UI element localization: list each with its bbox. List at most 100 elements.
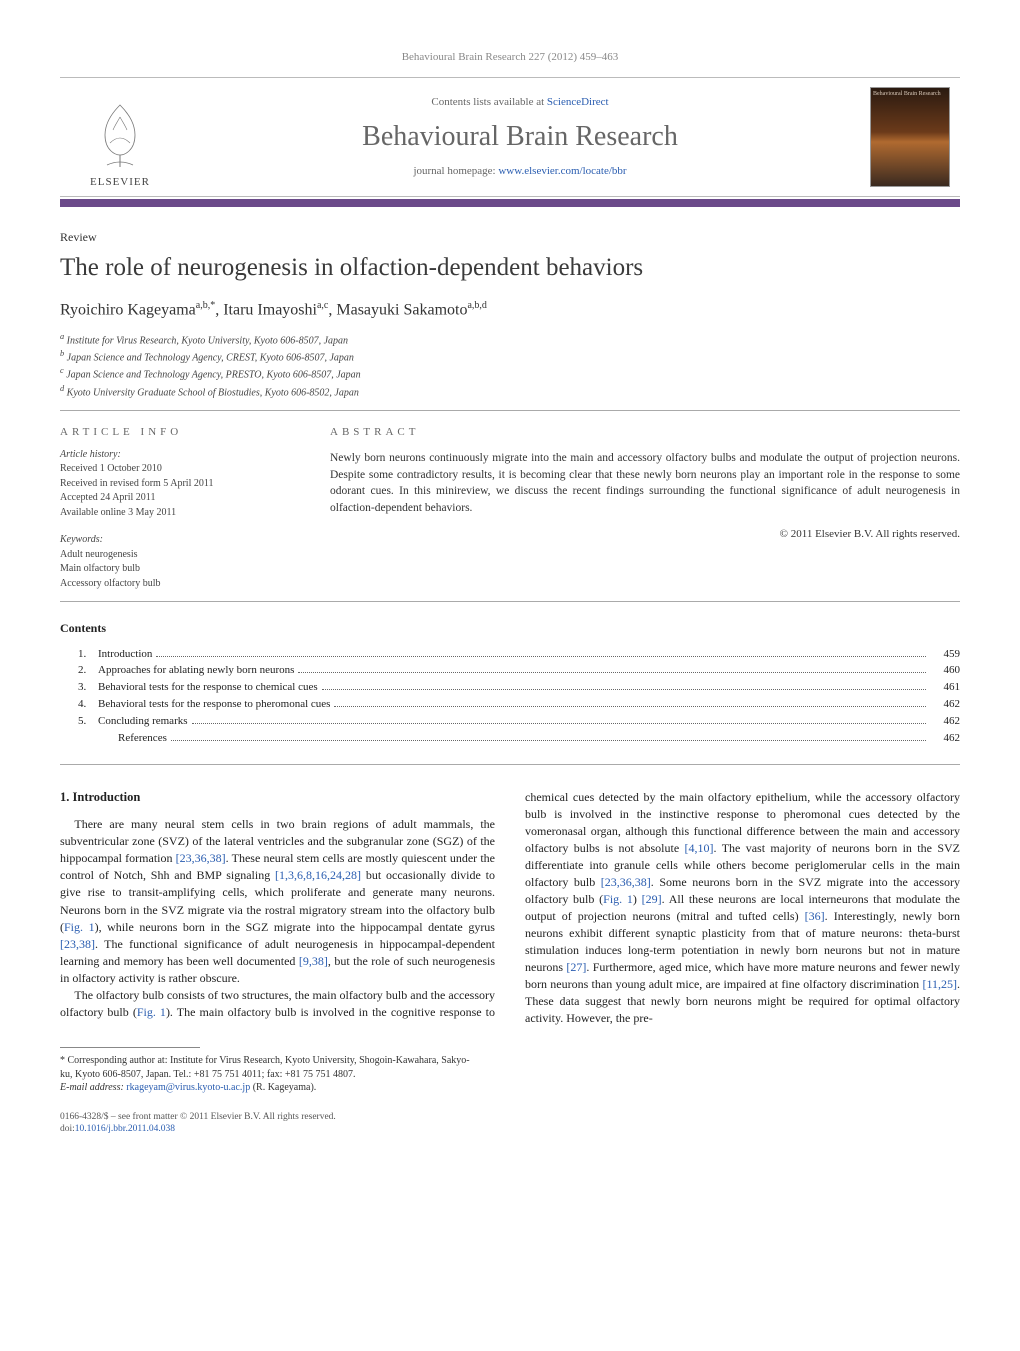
masthead: ELSEVIER Contents lists available at Sci…	[60, 77, 960, 197]
citation-link[interactable]: [23,36,38]	[176, 851, 226, 865]
toc-number: 4.	[78, 697, 98, 712]
journal-cover-thumbnail: Behavioural Brain Research	[870, 87, 950, 187]
abstract-block: abstract Newly born neurons continuously…	[330, 425, 960, 591]
email-suffix: (R. Kageyama).	[250, 1082, 316, 1093]
toc-row: 4.Behavioral tests for the response to p…	[78, 697, 960, 712]
toc-label: Introduction	[98, 647, 152, 662]
email-link[interactable]: rkageyam@virus.kyoto-u.ac.jp	[126, 1082, 250, 1093]
toc-row: 1.Introduction459	[78, 647, 960, 662]
citation-link[interactable]: [11,25]	[922, 977, 957, 991]
affiliation-line: c Japan Science and Technology Agency, P…	[60, 365, 960, 382]
citation-link[interactable]: [23,36,38]	[601, 875, 651, 889]
footnote-separator	[60, 1047, 200, 1048]
journal-homepage-line: journal homepage: www.elsevier.com/locat…	[180, 164, 860, 179]
affiliation-line: d Kyoto University Graduate School of Bi…	[60, 383, 960, 400]
email-label: E-mail address:	[60, 1082, 126, 1093]
toc-label: Approaches for ablating newly born neuro…	[98, 663, 294, 678]
journal-title: Behavioural Brain Research	[180, 118, 860, 156]
toc-leader-dots	[171, 740, 926, 741]
history-line: Accepted 24 April 2011	[60, 491, 290, 505]
footnote-block: * Corresponding author at: Institute for…	[60, 1054, 474, 1095]
history-line: Received in revised form 5 April 2011	[60, 477, 290, 491]
abstract-text: Newly born neurons continuously migrate …	[330, 450, 960, 517]
author-list: Ryoichiro Kageyamaa,b,*, Itaru Imayoshia…	[60, 299, 960, 321]
body-text-columns: 1. Introduction There are many neural st…	[60, 789, 960, 1027]
keyword-line: Accessory olfactory bulb	[60, 577, 290, 591]
contents-heading: Contents	[60, 620, 960, 636]
toc-page: 460	[930, 663, 960, 678]
toc-leader-dots	[334, 706, 926, 707]
toc-row: 3.Behavioral tests for the response to c…	[78, 680, 960, 695]
article-history-label: Article history:	[60, 448, 290, 462]
divider	[60, 410, 960, 411]
toc-number: 3.	[78, 680, 98, 695]
toc-row: 5.Concluding remarks 462	[78, 714, 960, 729]
email-footnote: E-mail address: rkageyam@virus.kyoto-u.a…	[60, 1081, 474, 1095]
toc-label: Behavioral tests for the response to phe…	[98, 697, 330, 712]
article-info-heading: article info	[60, 425, 290, 440]
citation-link[interactable]: [4,10]	[685, 841, 714, 855]
toc-page: 461	[930, 680, 960, 695]
front-matter-line: 0166-4328/$ – see front matter © 2011 El…	[60, 1111, 960, 1124]
figure-link[interactable]: Fig. 1	[64, 920, 95, 934]
toc-page: 462	[930, 697, 960, 712]
figure-link[interactable]: Fig. 1	[603, 892, 633, 906]
divider	[60, 601, 960, 602]
elsevier-tree-icon	[85, 95, 155, 175]
toc-label: Behavioral tests for the response to che…	[98, 680, 318, 695]
history-line: Available online 3 May 2011	[60, 506, 290, 520]
publisher-name: ELSEVIER	[85, 175, 155, 190]
sciencedirect-link[interactable]: ScienceDirect	[547, 96, 609, 108]
affiliation-line: b Japan Science and Technology Agency, C…	[60, 348, 960, 365]
publisher-logo-block: ELSEVIER	[60, 78, 180, 196]
figure-link[interactable]: Fig. 1	[137, 1005, 166, 1019]
affiliation-line: a Institute for Virus Research, Kyoto Un…	[60, 331, 960, 348]
toc-page: 462	[930, 714, 960, 729]
keywords-label: Keywords:	[60, 533, 290, 547]
journal-reference: Behavioural Brain Research 227 (2012) 45…	[60, 50, 960, 65]
homepage-prefix: journal homepage:	[413, 165, 498, 177]
citation-link[interactable]: [27]	[566, 960, 586, 974]
toc-page: 462	[930, 731, 960, 746]
doi-block: 0166-4328/$ – see front matter © 2011 El…	[60, 1111, 960, 1137]
abstract-copyright: © 2011 Elsevier B.V. All rights reserved…	[330, 527, 960, 542]
divider	[60, 764, 960, 765]
keyword-line: Adult neurogenesis	[60, 548, 290, 562]
body-paragraph: There are many neural stem cells in two …	[60, 816, 495, 986]
doi-prefix: doi:	[60, 1124, 75, 1134]
toc-page: 459	[930, 647, 960, 662]
availability-line: Contents lists available at ScienceDirec…	[180, 95, 860, 110]
article-type-label: Review	[60, 229, 960, 245]
text-run: )	[633, 892, 642, 906]
toc-label: Concluding remarks	[98, 714, 188, 729]
toc-row: References 462	[78, 731, 960, 746]
text-run: . Furthermore, aged mice, which have mor…	[525, 960, 960, 991]
doi-link[interactable]: 10.1016/j.bbr.2011.04.038	[75, 1124, 175, 1134]
toc-number: 2.	[78, 663, 98, 678]
toc-leader-dots	[298, 672, 926, 673]
abstract-heading: abstract	[330, 425, 960, 440]
citation-link[interactable]: [9,38]	[299, 954, 328, 968]
citation-link[interactable]: [1,3,6,8,16,24,28]	[275, 868, 361, 882]
section-1-heading: 1. Introduction	[60, 789, 495, 807]
toc-label: References	[118, 731, 167, 746]
corresponding-author-footnote: * Corresponding author at: Institute for…	[60, 1054, 474, 1081]
toc-leader-dots	[322, 689, 926, 690]
history-line: Received 1 October 2010	[60, 462, 290, 476]
toc-row: 2.Approaches for ablating newly born neu…	[78, 663, 960, 678]
citation-link[interactable]: [36]	[805, 909, 825, 923]
citation-link[interactable]: [23,38]	[60, 937, 95, 951]
citation-link[interactable]: [29]	[642, 892, 662, 906]
text-run: ), while neurons born in the SGZ migrate…	[95, 920, 495, 934]
journal-homepage-link[interactable]: www.elsevier.com/locate/bbr	[498, 165, 626, 177]
keyword-line: Main olfactory bulb	[60, 562, 290, 576]
cover-caption: Behavioural Brain Research	[873, 91, 941, 97]
toc-leader-dots	[192, 723, 926, 724]
affiliation-list: a Institute for Virus Research, Kyoto Un…	[60, 331, 960, 400]
toc-number: 5.	[78, 714, 98, 729]
toc-leader-dots	[156, 656, 926, 657]
article-info-block: article info Article history: Received 1…	[60, 425, 290, 591]
table-of-contents: 1.Introduction4592.Approaches for ablati…	[60, 647, 960, 746]
availability-prefix: Contents lists available at	[431, 96, 546, 108]
masthead-color-bar	[60, 199, 960, 207]
